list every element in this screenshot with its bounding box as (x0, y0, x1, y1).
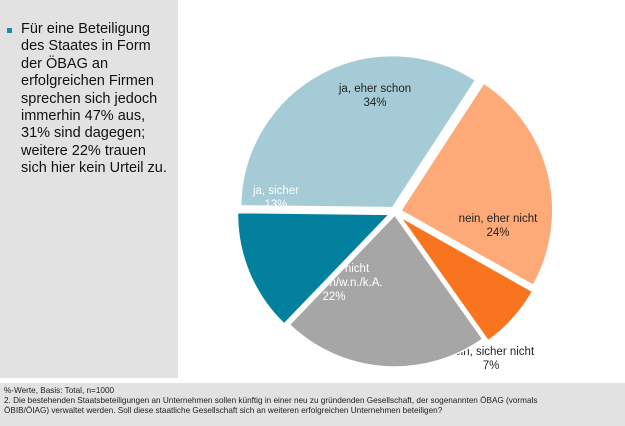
slice-label: nein, sicher nicht 7% (448, 346, 535, 372)
bullet-square-icon (7, 28, 12, 33)
footer-basis: %-Werte, Basis: Total, n=1000 (4, 386, 115, 395)
pie-slice (236, 211, 392, 326)
summary-line: erfolgreichen Firmen (21, 73, 154, 90)
summary-line: des Staates in Form (21, 38, 151, 55)
footer-question-line1: 2. Die bestehenden Staatsbeteiligungen a… (4, 396, 538, 405)
pie-slice (399, 82, 554, 287)
slice-name-label: ja, eher schon (338, 83, 411, 95)
summary-text: Für eine Beteiligung des Staates in Form… (21, 21, 177, 178)
slice-label: ja, sicher 13% (252, 185, 299, 211)
slice-value-label: 34% (363, 97, 386, 109)
slice-name-label: nein, sicher nicht (448, 346, 535, 358)
summary-line: weitere 22% trauen (21, 142, 146, 159)
pie-slice (288, 213, 484, 368)
pie-chart: ja, eher schon 34%nein, eher nicht 24%nein… (236, 54, 554, 372)
slice-value-label: 24% (486, 227, 509, 239)
summary-panel: Für eine Beteiligung des Staates in Form… (0, 0, 178, 378)
slice-label: nein, eher nicht 24% (459, 213, 538, 239)
summary-line: 31% sind dagegen; (21, 125, 146, 142)
slice-value-label: 7% (483, 360, 500, 372)
slice-value-label: 13% (264, 199, 287, 211)
summary-line: der ÖBAG an (21, 55, 109, 72)
slice-label: ja, eher schon 34% (338, 83, 411, 109)
summary-line: Für eine Beteiligung (21, 21, 150, 37)
footer-note: %-Werte, Basis: Total, n=1000 2. Die bes… (0, 383, 625, 426)
summary-line: sprechen sich jedoch (21, 90, 158, 107)
slice-value-label: 22% (322, 291, 345, 303)
pie-slice (399, 216, 534, 342)
pie-slice (239, 54, 477, 209)
summary-line: sich hier kein Urteil zu. (21, 160, 167, 177)
summary-line: immerhin 47% aus, (21, 108, 146, 125)
footer-question-line2: ÖBIB/ÖIAG) verwaltet werden. Soll diese … (4, 406, 443, 415)
slice-name-label: ja, sicher (252, 185, 299, 197)
slice-name-label: nein, eher nicht (459, 213, 538, 225)
